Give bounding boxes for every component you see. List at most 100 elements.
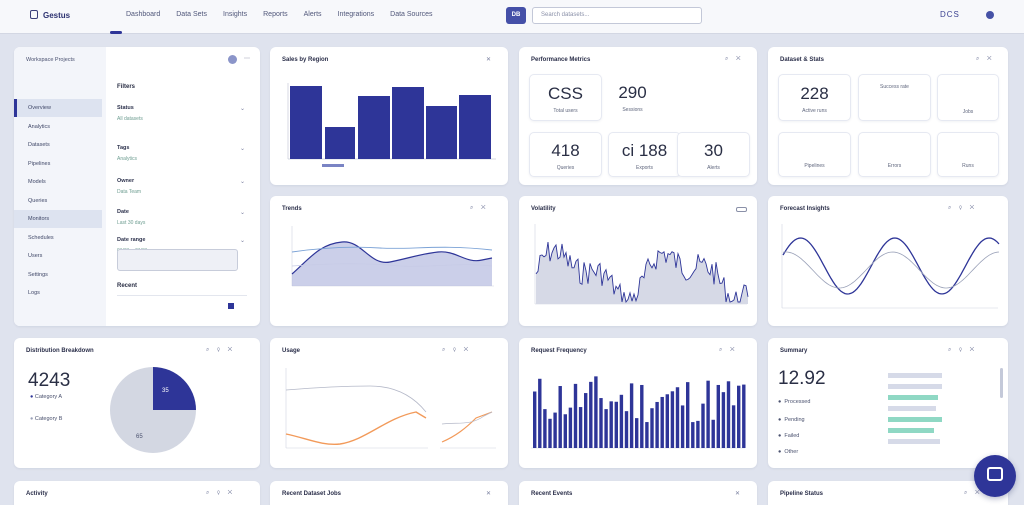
- sidebar-item[interactable]: Users: [28, 253, 43, 259]
- pie-chart: 35 65: [110, 367, 196, 453]
- kpi-tile[interactable]: 418 Queries: [529, 132, 602, 177]
- chevron-down-icon[interactable]: ⌄: [240, 106, 246, 112]
- user-avatar[interactable]: [986, 11, 994, 19]
- kpi-tile[interactable]: Success rate: [858, 74, 931, 121]
- panel-menu-icon[interactable]: ⋯: [244, 56, 250, 62]
- sales-bar-card: Sales by Region ✕: [270, 47, 508, 185]
- card-actions-icon[interactable]: ⌕ ⚲ ✕: [948, 205, 978, 211]
- card-title: Trends: [282, 206, 302, 212]
- frequency-bar: [599, 398, 603, 448]
- kpi-tile[interactable]: Jobs: [937, 74, 999, 121]
- card-actions-icon[interactable]: ⌕ ⚲ ✕: [206, 490, 236, 496]
- sidebar-item[interactable]: Logs: [28, 290, 40, 296]
- usage-chart: [285, 368, 496, 449]
- frequency-card: Request Frequency ⌕ ✕: [519, 338, 757, 468]
- nav-item[interactable]: Insights: [223, 11, 248, 18]
- frequency-bar: [645, 422, 649, 448]
- filter-label: Tags: [117, 145, 130, 151]
- date-range-input[interactable]: [117, 249, 238, 271]
- kpi-tile[interactable]: ci 188 Exports: [608, 132, 681, 177]
- frequency-bar: [558, 386, 562, 448]
- nav-item[interactable]: Dashboard: [126, 11, 161, 18]
- card-title: Dataset & Stats: [780, 57, 825, 63]
- frequency-bar: [691, 422, 695, 448]
- sidebar-item[interactable]: Datasets: [28, 142, 50, 148]
- filter-value[interactable]: All datasets: [117, 116, 143, 122]
- legend-item: ● Processed: [778, 399, 811, 405]
- kpi-tile[interactable]: 30 Alerts: [677, 132, 750, 177]
- filters-title: Filters: [117, 84, 136, 90]
- filter-value[interactable]: Last 30 days: [117, 220, 146, 226]
- frequency-bar: [609, 401, 613, 448]
- frequency-bar: [543, 409, 547, 448]
- panel-dot-icon[interactable]: [228, 55, 237, 64]
- card-actions-icon[interactable]: ⌕ ✕: [976, 56, 995, 62]
- kpi-tile[interactable]: Pipelines: [778, 132, 851, 177]
- frequency-bar: [594, 376, 598, 448]
- chevron-down-icon[interactable]: ⌄: [240, 179, 246, 185]
- frequency-bar: [624, 411, 629, 448]
- nav-item[interactable]: Data Sources: [390, 11, 433, 18]
- divider: [117, 295, 247, 305]
- search-input[interactable]: Search datasets...: [532, 7, 702, 24]
- card-title: Pipeline Status: [780, 491, 824, 497]
- chevron-down-icon[interactable]: ⌄: [240, 210, 246, 216]
- frequency-bar: [716, 384, 720, 448]
- card-title: Sales by Region: [282, 57, 329, 63]
- sidebar-item[interactable]: Queries: [28, 197, 48, 204]
- card-title: Usage: [282, 348, 301, 354]
- app-logo[interactable]: Gestus: [30, 10, 70, 20]
- chevron-down-icon[interactable]: ⌄: [240, 238, 246, 244]
- kpi-tile[interactable]: 228 Active runs: [778, 74, 851, 121]
- top-right-label[interactable]: DCS: [940, 10, 960, 19]
- sidebar-item[interactable]: Models: [28, 179, 46, 185]
- frequency-bar: [701, 403, 705, 448]
- jobs-card: Recent Dataset Jobs ✕: [270, 481, 508, 505]
- card-actions-icon[interactable]: ⌕ ✕: [964, 490, 983, 496]
- filter-value[interactable]: Data Team: [117, 189, 142, 195]
- frequency-bar: [665, 394, 669, 448]
- expand-icon[interactable]: [736, 207, 747, 212]
- sidebar-item[interactable]: Pipelines: [28, 160, 51, 167]
- kpi-tile[interactable]: 290 Sessions: [618, 83, 647, 113]
- chat-fab-button[interactable]: [974, 455, 1016, 497]
- kpi-tile[interactable]: Runs: [937, 132, 999, 177]
- card-actions-icon[interactable]: ⌕ ✕: [725, 56, 744, 62]
- frequency-bar: [660, 396, 664, 448]
- kpi-tile[interactable]: CSS Total users: [529, 74, 602, 121]
- sidebar-item[interactable]: Analytics: [28, 123, 51, 130]
- card-actions-icon[interactable]: ⌕ ✕: [719, 347, 738, 353]
- filter-label: Owner: [117, 178, 135, 184]
- close-icon[interactable]: ✕: [486, 57, 495, 63]
- kpi-card-1: Performance Metrics ⌕ ✕ CSS Total users 2…: [519, 47, 757, 185]
- frequency-bar: [553, 412, 557, 448]
- top-bar: Gestus Dashboard Data Sets Insights Repo…: [0, 0, 1024, 34]
- sidebar-item[interactable]: Settings: [28, 271, 48, 278]
- db-button[interactable]: DB: [506, 7, 526, 24]
- nav-item[interactable]: Alerts: [303, 11, 322, 18]
- card-actions-icon[interactable]: ⌕ ⚲ ✕: [442, 347, 472, 353]
- card-actions-icon[interactable]: ⌕ ✕: [470, 205, 489, 211]
- card-actions-icon[interactable]: ⌕ ⚲ ✕: [948, 347, 978, 353]
- chevron-down-icon[interactable]: ⌄: [240, 146, 246, 152]
- nav-item[interactable]: Integrations: [337, 11, 375, 18]
- frequency-bar: [686, 382, 690, 448]
- trends-card: Trends ⌕ ✕: [270, 196, 508, 326]
- legend-item: ● Category A: [30, 394, 63, 400]
- nav-item[interactable]: Reports: [263, 11, 288, 18]
- kpi-tile[interactable]: Errors: [858, 132, 931, 177]
- nav-active-indicator: [110, 31, 122, 34]
- card-title: Distribution Breakdown: [26, 348, 94, 354]
- close-icon[interactable]: ✕: [735, 491, 744, 497]
- filter-value[interactable]: Analytics: [117, 156, 138, 162]
- frequency-bar: [696, 420, 700, 448]
- sidebar-item[interactable]: Monitors: [14, 210, 102, 228]
- frequency-bar: [568, 407, 573, 448]
- close-icon[interactable]: ✕: [486, 491, 495, 497]
- nav-item[interactable]: Data Sets: [176, 11, 207, 18]
- sidebar-item[interactable]: Overview: [14, 99, 102, 117]
- frequency-bar: [711, 419, 715, 448]
- sidebar-item[interactable]: Schedules: [28, 234, 54, 241]
- card-actions-icon[interactable]: ⌕ ⚲ ✕: [206, 347, 236, 353]
- summary-card: Summary ⌕ ⚲ ✕ 12.92 ● Processed ● Pendin…: [768, 338, 1008, 468]
